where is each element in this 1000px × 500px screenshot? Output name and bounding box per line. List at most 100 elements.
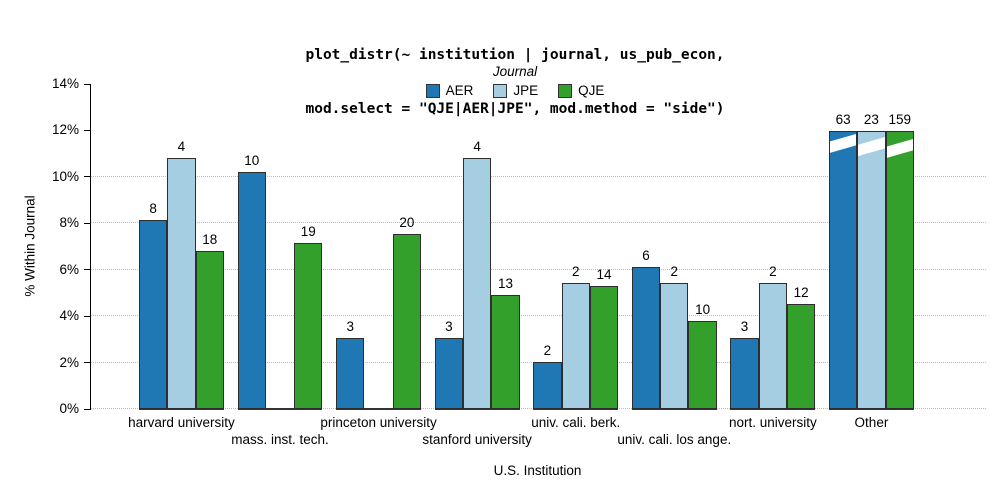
x-category-label: stanford university [422, 432, 532, 447]
bar-jpe-4 [561, 283, 590, 409]
bar-aer-4 [533, 361, 562, 409]
bar-value-label: 12 [793, 284, 809, 300]
bar-aer-5 [631, 266, 661, 409]
bar-value-label: 2 [670, 264, 679, 280]
bar-value-label: 2 [543, 342, 552, 358]
legend-item-label: QJE [578, 83, 605, 99]
bar-qje-2 [392, 233, 422, 409]
y-tick [84, 83, 91, 85]
chart-title-line-1: plot_distr(~ institution | journal, us_p… [305, 47, 725, 63]
bar-value-label: 19 [300, 223, 316, 239]
legend-item-aer: AER [425, 83, 474, 99]
bar-aer-0 [139, 219, 168, 409]
x-category-label: univ. cali. los ange. [617, 432, 732, 447]
legend-swatch-jpe [493, 83, 508, 98]
legend-item-label: JPE [513, 83, 539, 99]
bar-value-label: 8 [149, 200, 157, 216]
group-baseline [631, 408, 717, 410]
gridline-8pct [91, 222, 986, 224]
legend-swatch-aer [425, 83, 440, 98]
bar-qje-4 [589, 286, 619, 409]
bar-value-label: 13 [497, 276, 513, 292]
group-baseline [336, 408, 422, 410]
axis-break-mark [829, 132, 857, 155]
y-tick [84, 176, 91, 178]
bar-value-label: 6 [642, 247, 650, 263]
y-axis-title: % Within Journal [22, 195, 38, 297]
legend-item-label: AER [445, 83, 474, 99]
y-tick-label: 0% [59, 401, 79, 416]
x-axis-title: U.S. Institution [493, 463, 582, 478]
bar-value-label: 4 [473, 139, 481, 155]
legend-item-jpe: JPE [493, 83, 538, 98]
legend-swatch-qje [558, 83, 573, 98]
axis-break-mark [886, 137, 913, 160]
legend-items: AER JPE QJE [30, 82, 1000, 98]
bar-value-label: 2 [571, 264, 580, 280]
bar-value-label: 18 [202, 232, 218, 248]
bar-jpe-5 [660, 283, 689, 409]
bar-value-label: 14 [596, 267, 612, 283]
legend: Journal AER JPE QJE [30, 64, 1000, 98]
x-category-label: nort. university [728, 415, 817, 430]
chart-title: plot_distr(~ institution | journal, us_p… [30, 10, 1000, 154]
group-baseline [828, 408, 914, 410]
y-tick [84, 269, 91, 271]
bar-qje-3 [491, 295, 520, 409]
y-tick [84, 129, 91, 131]
x-category-label: Other [854, 415, 889, 430]
bar-value-label: 20 [399, 214, 415, 230]
bar-aer-7 [828, 131, 858, 409]
y-tick [84, 362, 91, 364]
bar-value-label: 23 [863, 112, 879, 128]
bar-qje-7 [885, 131, 914, 409]
bar-value-label: 4 [177, 139, 186, 155]
bar-qje-5 [688, 321, 717, 409]
bar-value-label: 3 [346, 318, 355, 334]
group-baseline [237, 408, 323, 410]
y-tick [84, 408, 91, 410]
bar-aer-2 [336, 337, 365, 409]
y-tick [84, 315, 91, 317]
bar-value-label: 10 [244, 153, 260, 169]
group-baseline [533, 408, 619, 410]
bar-value-label: 3 [740, 318, 749, 334]
gridline-6pct [91, 268, 986, 270]
plot-area: 0% 2% 4% 6% 8% 10% 12% 14% 8 10 3 3 2 6 3 63 4 4 2 2 2 23 18 19… [52, 76, 986, 447]
bar-value-label: 159 [888, 112, 911, 128]
gridline-10pct [91, 175, 986, 177]
y-tick-label: 14% [51, 76, 79, 91]
bar-value-label: 2 [769, 264, 777, 280]
x-category-label: mass. inst. tech. [231, 432, 329, 447]
bar-qje-0 [195, 251, 224, 409]
y-tick-label: 4% [59, 308, 79, 324]
y-tick-label: 12% [51, 122, 79, 138]
bar-aer-1 [237, 172, 266, 409]
bar-aer-6 [730, 337, 759, 409]
bar-value-label: 63 [835, 112, 851, 128]
group-baseline [730, 408, 816, 410]
bar-jpe-0 [167, 158, 196, 409]
bar-value-label: 10 [695, 302, 711, 318]
axis-break-mark [858, 135, 885, 157]
bar-jpe-6 [758, 283, 788, 409]
x-category-label: harvard university [128, 415, 235, 430]
y-tick [84, 222, 91, 224]
bar-jpe-7 [857, 131, 886, 409]
chart-title-line-2: mod.select = "QJE|AER|JPE", mod.method =… [305, 101, 725, 117]
y-tick-label: 6% [59, 261, 79, 277]
y-tick-label: 2% [59, 354, 79, 370]
legend-title: Journal [492, 64, 538, 79]
group-baseline [434, 408, 520, 410]
x-category-label: univ. cali. berk. [531, 415, 621, 430]
bar-value-label: 3 [445, 318, 453, 334]
bar-aer-3 [434, 337, 463, 409]
legend-item-qje: QJE [558, 83, 604, 98]
gridline-4pct [91, 315, 986, 317]
x-category-label: princeton university [320, 415, 437, 430]
bar-qje-1 [294, 242, 323, 409]
y-tick-label: 8% [59, 215, 79, 231]
bar-jpe-3 [463, 158, 492, 409]
y-tick-label: 10% [51, 168, 79, 184]
